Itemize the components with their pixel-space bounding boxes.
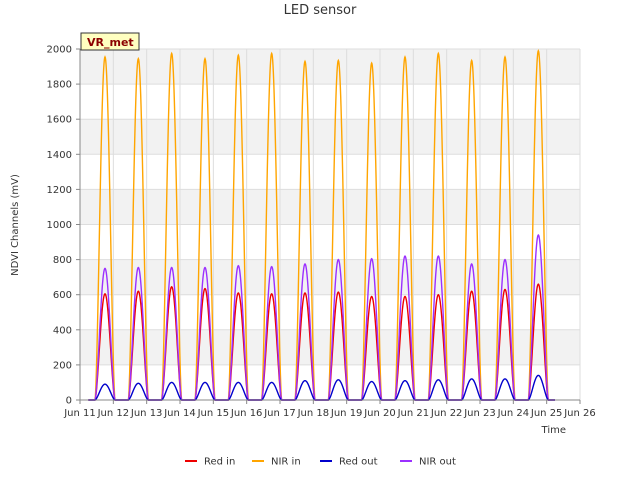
x-tick-label: Jun 23 (463, 408, 496, 419)
y-tick-label: 2000 (47, 45, 72, 56)
chart-title: LED sensor (284, 3, 357, 18)
x-tick-label: Jun 21 (397, 408, 430, 419)
x-tick-label: Jun 19 (330, 408, 363, 419)
plot-band (80, 224, 580, 260)
legend-label: Red out (339, 457, 378, 468)
x-tick-label: Jun 12 (97, 408, 130, 419)
plot-band (80, 49, 580, 85)
legend-label: NIR out (419, 457, 456, 468)
legend-label: NIR in (271, 457, 301, 468)
badge-box (80, 32, 140, 51)
y-tick-label: 1200 (47, 185, 72, 196)
x-axis-title: Time (541, 425, 566, 436)
y-tick-label: 200 (53, 360, 72, 371)
y-tick-label: 1400 (47, 150, 72, 161)
x-tick-label: Jun 18 (297, 408, 330, 419)
station-badge: VR_met (80, 32, 140, 51)
x-tick-label: Jun 26 (563, 408, 596, 419)
y-tick-label: 1600 (47, 115, 72, 126)
y-tick-label: 800 (53, 255, 72, 266)
x-tick-label: Jun 24 (497, 408, 530, 419)
x-tick-label: Jun 13 (130, 408, 163, 419)
x-tick-label: Jun 17 (263, 408, 296, 419)
x-tick-label: Jun 22 (430, 408, 463, 419)
y-tick-label: 600 (53, 290, 72, 301)
y-tick-label: 1800 (47, 80, 72, 91)
x-tick-label: Jun 16 (230, 408, 263, 419)
legend-label: Red in (204, 457, 235, 468)
y-axis-title: NDVI Channels (mV) (10, 174, 21, 276)
y-tick-label: 1000 (47, 220, 72, 231)
y-tick-label: 0 (66, 396, 72, 407)
plot-band (80, 119, 580, 155)
x-tick-label: Jun 20 (363, 408, 396, 419)
plot-band (80, 154, 580, 190)
y-tick-label: 400 (53, 325, 72, 336)
plot-band (80, 189, 580, 225)
x-tick-label: Jun 11 (63, 408, 96, 419)
x-tick-label: Jun 14 (163, 408, 196, 419)
plot-band (80, 294, 580, 330)
x-tick-label: Jun 15 (197, 408, 230, 419)
plot-band (80, 259, 580, 295)
badge-label: VR_met (87, 36, 134, 49)
x-tick-label: Jun 25 (530, 408, 563, 419)
plot-band (80, 84, 580, 120)
axes: 0 200 400 600 800 1000 1200 1400 1600 1800 2000 Jun… (47, 45, 596, 420)
legend: Red in NIR in Red out NIR out (185, 457, 456, 468)
